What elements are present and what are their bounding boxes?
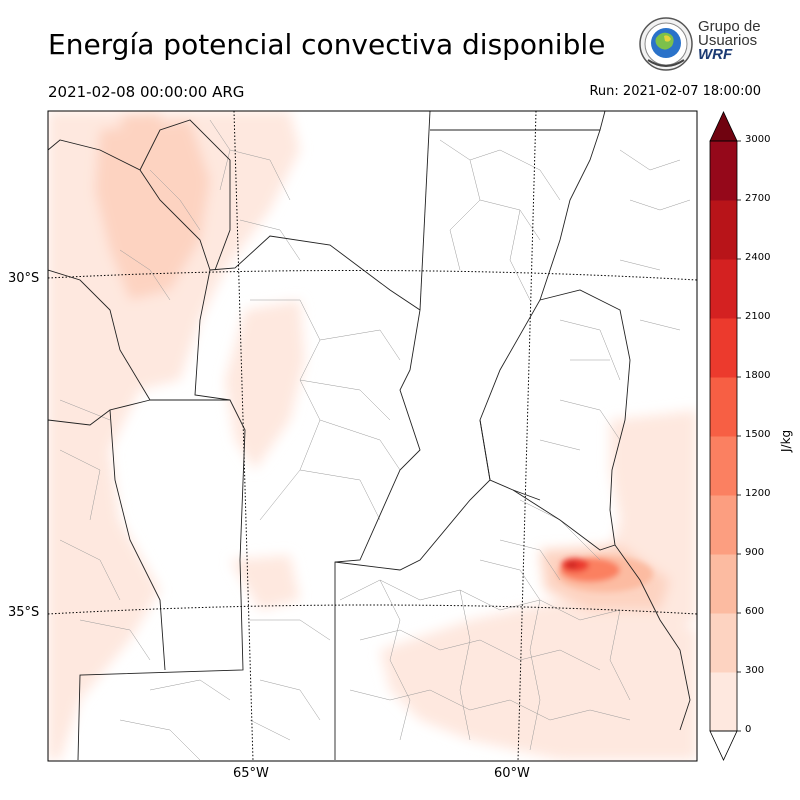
colorbar-tick-label: 900 — [745, 547, 765, 558]
colorbar-tick-label: 600 — [745, 606, 765, 617]
cape-area-northwest — [48, 111, 300, 760]
cape-area-tucuman — [95, 120, 210, 300]
logo-line3: WRF — [698, 46, 733, 63]
lat-label-30s: 30°S — [8, 271, 40, 286]
colorbar-bin-300 — [710, 613, 737, 673]
cape-area-south — [380, 600, 697, 760]
logo-line1: Grupo de — [698, 18, 761, 35]
colorbar — [709, 111, 741, 761]
map-frame — [47, 110, 698, 762]
colorbar-unit: J/kg — [779, 429, 793, 452]
colorbar-tick-label: 1200 — [745, 488, 771, 499]
cape-field — [48, 111, 697, 760]
graticule — [47, 110, 698, 762]
colorbar-bin-1500 — [710, 377, 737, 437]
colorbar-tick-label: 3000 — [745, 134, 771, 145]
colorbar-extend-max — [709, 111, 738, 142]
cape-area-jujuy — [120, 112, 165, 155]
lat-line-35s — [47, 604, 698, 615]
logo-line2: Usuarios — [698, 32, 758, 49]
colorbar-bin-2400 — [710, 200, 737, 260]
globe-seal-icon — [639, 17, 693, 71]
colorbar-tick-label: 1500 — [745, 429, 771, 440]
colorbar-tick-label: 1800 — [745, 370, 771, 381]
lat-label-35s: 35°S — [8, 605, 40, 620]
province-boundaries — [48, 111, 691, 761]
colorbar-extend-min — [709, 730, 738, 761]
colorbar-tick-label: 2100 — [745, 311, 771, 322]
valid-time: 2021-02-08 00:00:00 ARG — [48, 83, 245, 101]
colorbar-bin-900 — [710, 495, 737, 555]
colorbar-tick-label: 300 — [745, 665, 765, 676]
colorbar-bin-2700 — [710, 141, 737, 201]
colorbar-bin-1800 — [710, 318, 737, 378]
colorbar-tick-label: 2400 — [745, 252, 771, 263]
colorbar-bin-1200 — [710, 436, 737, 496]
colorbar-bin-2100 — [710, 259, 737, 319]
run-time: Run: 2021-02-07 18:00:00 — [589, 84, 761, 99]
page-title: Energía potencial convectiva disponible — [48, 28, 606, 61]
lat-line-30s — [47, 269, 698, 281]
colorbar-bin-0 — [710, 672, 737, 732]
cape-area-west-low — [230, 555, 300, 610]
colorbar-tick-label: 0 — [745, 724, 752, 735]
cape-core-peak — [567, 562, 577, 568]
department-boundaries — [59, 119, 691, 761]
cape-area-center — [225, 300, 305, 470]
lon-label-60w: 60°W — [494, 766, 530, 781]
wrf-logo: Grupo de Usuarios WRF — [638, 16, 763, 72]
colorbar-tick-label: 2700 — [745, 193, 771, 204]
lon-label-65w: 65°W — [233, 766, 269, 781]
colorbar-bin-600 — [710, 554, 737, 614]
